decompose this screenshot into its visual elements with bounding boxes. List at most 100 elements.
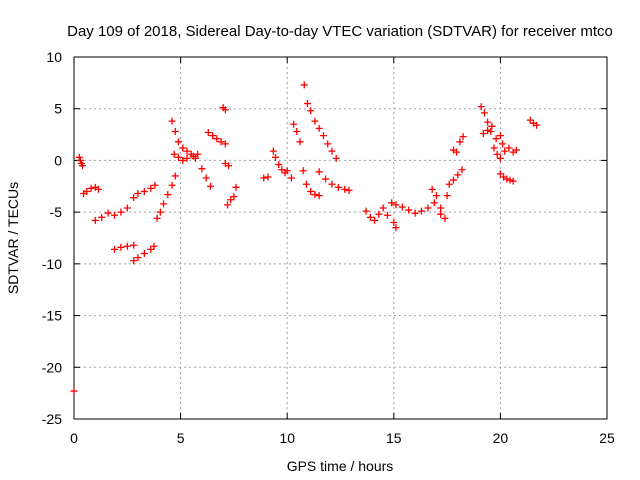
data-point <box>405 206 413 214</box>
data-point <box>227 196 235 204</box>
data-point <box>168 117 176 125</box>
x-tick-label: 0 <box>70 430 78 446</box>
series-arc-22 <box>445 166 466 188</box>
series-arc-8 <box>170 150 202 164</box>
data-point <box>224 201 232 209</box>
data-point <box>95 185 103 193</box>
series-arc-27 <box>496 170 517 185</box>
data-point <box>392 224 400 232</box>
data-point <box>287 174 295 182</box>
data-point <box>290 120 298 128</box>
data-point <box>454 171 462 179</box>
data-point <box>104 209 112 217</box>
data-point <box>506 176 514 184</box>
y-tick-label: 10 <box>46 49 62 65</box>
data-point <box>79 162 87 170</box>
series-arc-6 <box>153 172 179 222</box>
data-point <box>179 156 187 164</box>
data-point <box>221 106 229 114</box>
data-point <box>204 129 212 137</box>
data-point <box>147 184 155 192</box>
data-point <box>140 250 148 258</box>
data-point <box>269 147 277 155</box>
y-axis-label: SDTVAR / TECUs <box>5 182 21 294</box>
data-point <box>130 194 138 202</box>
data-point <box>123 204 131 212</box>
data-point <box>123 242 131 250</box>
series-arc-4 <box>111 241 138 253</box>
y-tick-label: -20 <box>42 359 62 375</box>
data-point <box>453 148 461 156</box>
data-point <box>526 116 534 124</box>
data-point <box>424 204 432 212</box>
data-point <box>390 218 398 226</box>
data-point <box>307 187 315 195</box>
data-point <box>311 191 319 199</box>
data-point <box>490 144 498 152</box>
data-point <box>168 181 176 189</box>
data-point <box>299 167 307 175</box>
data-point <box>449 176 457 184</box>
data-point <box>411 209 419 217</box>
data-point <box>334 183 342 191</box>
data-point <box>458 166 466 174</box>
y-axis-ticks: 10 5 0 -5 -10 -15 -20 -25 <box>42 49 607 427</box>
y-tick-label: 0 <box>54 152 62 168</box>
data-point <box>345 186 353 194</box>
x-axis-label: GPS time / hours <box>287 458 394 474</box>
data-point <box>151 181 159 189</box>
data-point <box>91 216 99 224</box>
data-point <box>379 204 387 212</box>
data-point <box>232 183 240 191</box>
data-point <box>398 203 406 211</box>
series-arc-11 <box>221 160 233 170</box>
data-point <box>488 122 496 130</box>
data-point <box>230 193 238 201</box>
data-point <box>341 185 349 193</box>
data-point <box>437 204 445 212</box>
data-point <box>130 241 138 249</box>
plot-frame <box>73 56 608 420</box>
data-point <box>315 192 323 200</box>
series-arc-25 <box>479 122 500 143</box>
data-point <box>499 140 507 148</box>
data-point <box>430 199 438 207</box>
data-point <box>388 199 396 207</box>
data-point <box>315 168 323 176</box>
data-point <box>87 184 95 192</box>
data-point <box>493 150 501 158</box>
data-point <box>322 175 330 183</box>
data-point <box>375 210 383 218</box>
data-point <box>209 132 217 140</box>
data-point <box>130 257 138 265</box>
data-point <box>225 162 233 170</box>
data-point <box>160 200 168 208</box>
series-arc-14 <box>269 147 295 182</box>
data-point <box>332 154 340 162</box>
data-point <box>76 156 84 164</box>
data-point <box>428 185 436 193</box>
data-point <box>83 187 91 195</box>
y-tick-label: -10 <box>42 256 62 272</box>
data-point <box>311 117 319 125</box>
data-point <box>328 180 336 188</box>
data-point <box>221 140 229 148</box>
series-arc-16 <box>300 81 340 162</box>
data-point <box>264 173 272 181</box>
series-arc-24 <box>477 103 504 162</box>
data-point <box>443 192 451 200</box>
series-arc-19 <box>390 218 400 232</box>
data-point <box>445 180 453 188</box>
data-point <box>147 245 155 253</box>
data-point <box>371 216 379 224</box>
data-point <box>319 132 327 140</box>
grid-lines <box>74 57 607 419</box>
data-point <box>315 124 323 132</box>
data-point <box>362 207 370 215</box>
data-point <box>432 192 440 200</box>
data-point <box>302 180 310 188</box>
data-point <box>293 127 301 135</box>
data-point <box>533 121 541 129</box>
x-tick-label: 10 <box>279 430 295 446</box>
